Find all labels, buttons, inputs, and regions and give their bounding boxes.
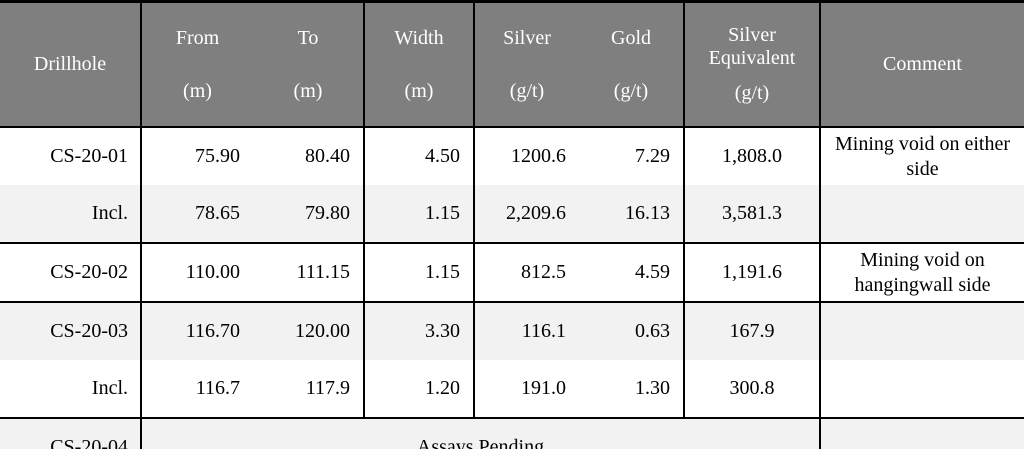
col-header-drillhole-label: Drillhole [33, 53, 107, 75]
cell-gold: 0.63 [579, 302, 684, 360]
col-header-comment-label: Comment [883, 53, 962, 75]
cell-width: 1.15 [363, 185, 474, 244]
col-header-from: From (m) [140, 1, 253, 128]
cell-silver-equivalent: 300.8 [683, 360, 820, 419]
cell-comment [819, 302, 1024, 360]
table-row: CS-20-04 Assays Pending [0, 418, 1024, 449]
cell-silver-equivalent: 1,808.0 [683, 127, 820, 185]
cell-comment [819, 418, 1024, 449]
col-header-silver-unit: (g/t) [509, 79, 545, 102]
cell-silver-equivalent: 167.9 [683, 302, 820, 360]
cell-comment [819, 360, 1024, 419]
cell-drillhole: CS-20-02 [0, 243, 141, 303]
col-header-gold: Gold (g/t) [579, 1, 684, 128]
cell-to: 120.00 [253, 302, 364, 360]
col-header-silver-equivalent-unit: (g/t) [734, 82, 770, 104]
cell-silver: 191.0 [473, 360, 579, 419]
col-header-to-unit: (m) [293, 79, 323, 102]
cell-width: 1.20 [363, 360, 474, 419]
col-header-width-unit: (m) [404, 79, 434, 102]
cell-width: 3.30 [363, 302, 474, 360]
cell-from: 78.65 [140, 185, 253, 244]
col-header-silver-equivalent: Silver Equivalent (g/t) [683, 1, 820, 128]
col-header-width: Width (m) [363, 1, 474, 128]
cell-drillhole: Incl. [0, 185, 141, 244]
cell-drillhole: Incl. [0, 360, 141, 419]
cell-drillhole: CS-20-04 [0, 418, 141, 449]
cell-from: 110.00 [140, 243, 253, 303]
cell-gold: 16.13 [579, 185, 684, 244]
cell-silver: 2,209.6 [473, 185, 579, 244]
col-header-silver-label: Silver [503, 26, 551, 49]
col-header-drillhole: Drillhole [0, 1, 141, 128]
cell-gold: 1.30 [579, 360, 684, 419]
table-row: CS-20-01 75.90 80.40 4.50 1200.6 7.29 1,… [0, 127, 1024, 185]
cell-to: 79.80 [253, 185, 364, 244]
col-header-gold-unit: (g/t) [613, 79, 649, 102]
table-row: CS-20-02 110.00 111.15 1.15 812.5 4.59 1… [0, 243, 1024, 303]
cell-gold: 4.59 [579, 243, 684, 303]
cell-from: 116.7 [140, 360, 253, 419]
col-header-from-unit: (m) [183, 79, 212, 102]
cell-silver: 1200.6 [473, 127, 579, 185]
col-header-width-label: Width [394, 26, 444, 49]
cell-silver: 116.1 [473, 302, 579, 360]
table-row: CS-20-03 116.70 120.00 3.30 116.1 0.63 1… [0, 302, 1024, 360]
table-row: Incl. 78.65 79.80 1.15 2,209.6 16.13 3,5… [0, 185, 1024, 244]
cell-silver: 812.5 [473, 243, 579, 303]
cell-assays-pending: Assays Pending [140, 418, 820, 449]
cell-comment [819, 185, 1024, 244]
cell-comment: Mining void on hangingwall side [819, 243, 1024, 303]
cell-to: 80.40 [253, 127, 364, 185]
col-header-silver-equivalent-label: Silver Equivalent [708, 24, 796, 69]
cell-width: 4.50 [363, 127, 474, 185]
cell-silver-equivalent: 1,191.6 [683, 243, 820, 303]
table-row: Incl. 116.7 117.9 1.20 191.0 1.30 300.8 [0, 360, 1024, 419]
cell-width: 1.15 [363, 243, 474, 303]
cell-from: 75.90 [140, 127, 253, 185]
col-header-gold-label: Gold [611, 26, 651, 49]
cell-comment: Mining void on either side [819, 127, 1024, 185]
col-header-to-label: To [297, 26, 319, 49]
cell-drillhole: CS-20-03 [0, 302, 141, 360]
cell-silver-equivalent: 3,581.3 [683, 185, 820, 244]
cell-gold: 7.29 [579, 127, 684, 185]
col-header-to: To (m) [253, 1, 364, 128]
cell-from: 116.70 [140, 302, 253, 360]
header-row: Drillhole From (m) To (m) Width [0, 1, 1024, 128]
cell-drillhole: CS-20-01 [0, 127, 141, 185]
col-header-comment: Comment [819, 1, 1024, 128]
cell-to: 117.9 [253, 360, 364, 419]
col-header-silver: Silver (g/t) [473, 1, 579, 128]
col-header-from-label: From [175, 26, 220, 49]
cell-to: 111.15 [253, 243, 364, 303]
